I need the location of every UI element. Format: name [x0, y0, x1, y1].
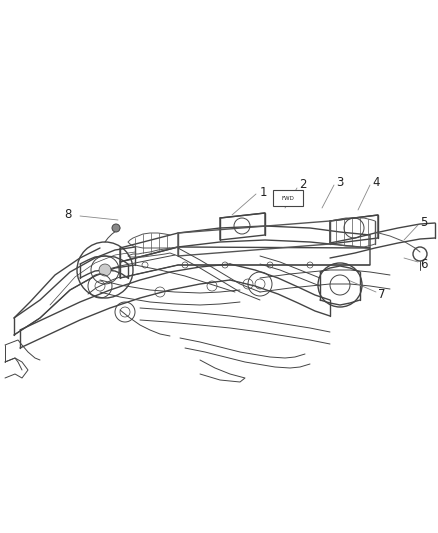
Text: 4: 4: [372, 175, 380, 189]
Circle shape: [112, 224, 120, 232]
Text: 8: 8: [64, 207, 72, 221]
Circle shape: [99, 264, 111, 276]
Text: 7: 7: [378, 288, 386, 302]
FancyBboxPatch shape: [273, 190, 303, 206]
Text: 6: 6: [420, 259, 428, 271]
Text: 1: 1: [259, 185, 267, 198]
Text: FWD: FWD: [282, 196, 294, 200]
Text: 3: 3: [336, 175, 344, 189]
Text: 2: 2: [299, 179, 307, 191]
Text: 5: 5: [420, 215, 427, 229]
